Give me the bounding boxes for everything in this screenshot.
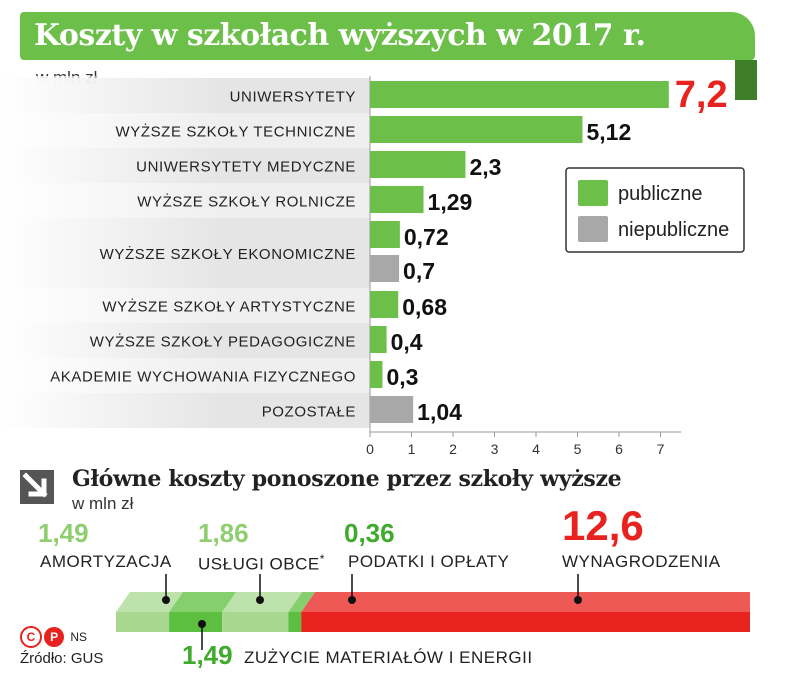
bar-publiczne [370, 151, 466, 178]
cost-label-podatki: PODATKI I OPŁATY [348, 552, 510, 571]
cost-value-wynagrodzenia: 12,6 [562, 502, 644, 549]
bar-publiczne [370, 186, 424, 213]
chart-title: Koszty w szkołach wyższych w 2017 r. [34, 18, 646, 53]
legend-box [565, 167, 745, 253]
bar-value-label: 0,7 [403, 258, 435, 284]
bar-value-label: 5,12 [586, 119, 631, 145]
leader-dot [348, 596, 356, 604]
x-tick-label: 7 [657, 441, 665, 457]
bar-publiczne [370, 116, 583, 143]
x-tick-label: 5 [574, 441, 582, 457]
costs-section-unit: w mln zł [72, 494, 134, 513]
costs-section-title: Główne koszty ponoszone przez szkoły wyż… [72, 466, 622, 492]
cost-value-amortyzacja: 1,49 [38, 518, 89, 548]
leader-dot [162, 596, 170, 604]
legend-swatch [578, 180, 608, 206]
x-tick-label: 2 [449, 441, 457, 457]
cost-segment-top [288, 592, 316, 612]
bar-publiczne [370, 291, 399, 318]
source-note: Źródło: GUS [20, 650, 104, 667]
category-label: POZOSTAŁE [262, 404, 356, 421]
x-tick-label: 6 [615, 441, 623, 457]
legend-swatch [578, 216, 608, 242]
title-banner [20, 12, 755, 60]
x-tick-label: 4 [532, 441, 540, 457]
press-icon: P [44, 627, 65, 647]
cost-label-wynagrodzenia: WYNAGRODZENIA [562, 552, 721, 571]
band-fade [0, 76, 370, 430]
bar-value-label: 1,29 [428, 189, 473, 215]
bar-value-label: 0,72 [404, 224, 449, 250]
bar-value-label: 0,3 [386, 364, 418, 390]
x-tick-label: 1 [408, 441, 416, 457]
category-label: WYŻSZE SZKOŁY ROLNICZE [137, 193, 356, 211]
cost-value-podatki: 0,36 [344, 518, 395, 548]
bar-value-label: 7,2 [675, 74, 728, 116]
bar-publiczne [370, 221, 400, 248]
bar-value-label: 1,04 [417, 399, 462, 425]
cost-label-zuzycie: ZUŻYCIE MATERIAŁÓW I ENERGII [244, 648, 533, 667]
category-label: AKADEMIE WYCHOWANIA FIZYCZNEGO [50, 369, 356, 386]
cost-segment [301, 612, 750, 632]
x-tick-label: 0 [366, 441, 374, 457]
bar-value-label: 2,3 [469, 154, 501, 180]
cost-segment-top [169, 592, 237, 612]
leader-dot [198, 620, 206, 628]
bar-publiczne [370, 81, 669, 108]
category-label: WYŻSZE SZKOŁY TECHNICZNE [115, 123, 356, 141]
leader-dot [256, 596, 264, 604]
bar-niepubliczne [370, 396, 414, 423]
category-label: WYŻSZE SZKOŁY EKONOMICZNE [100, 245, 356, 263]
cost-segment [169, 612, 223, 632]
cost-value-zuzycie: 1,49 [182, 640, 233, 670]
copyright-initials: NS [70, 630, 88, 644]
category-label: WYŻSZE SZKOŁY PEDAGOGICZNE [90, 333, 356, 351]
arrow-icon [20, 470, 54, 504]
cost-segment [288, 612, 302, 632]
x-tick-label: 3 [491, 441, 499, 457]
bar-value-label: 0,4 [391, 329, 423, 355]
footnote-marker: * [319, 552, 325, 566]
category-label: WYŻSZE SZKOŁY ARTYSTYCZNE [102, 298, 356, 316]
category-label: UNIWERSYTETY MEDYCZNE [136, 159, 356, 176]
bar-niepubliczne [370, 255, 400, 282]
cost-label-uslugi-obce: USŁUGI OBCE* [198, 552, 325, 574]
cost-segment-top [301, 592, 750, 612]
cost-value-uslugi-obce: 1,86 [198, 518, 249, 548]
legend-label: niepubliczne [618, 219, 729, 241]
cost-segment [116, 612, 170, 632]
legend-label: publiczne [618, 183, 703, 205]
category-label: UNIWERSYTETY [230, 89, 356, 106]
leader-dot [574, 596, 582, 604]
copyright-line: C P NS [20, 626, 87, 648]
cost-label-amortyzacja: AMORTYZACJA [40, 552, 172, 571]
bar-publiczne [370, 326, 387, 353]
copyright-icon: C [20, 626, 42, 648]
cost-segment [222, 612, 289, 632]
bar-value-label: 0,68 [402, 294, 447, 320]
title-banner-fold [735, 60, 757, 100]
bar-publiczne [370, 361, 383, 388]
